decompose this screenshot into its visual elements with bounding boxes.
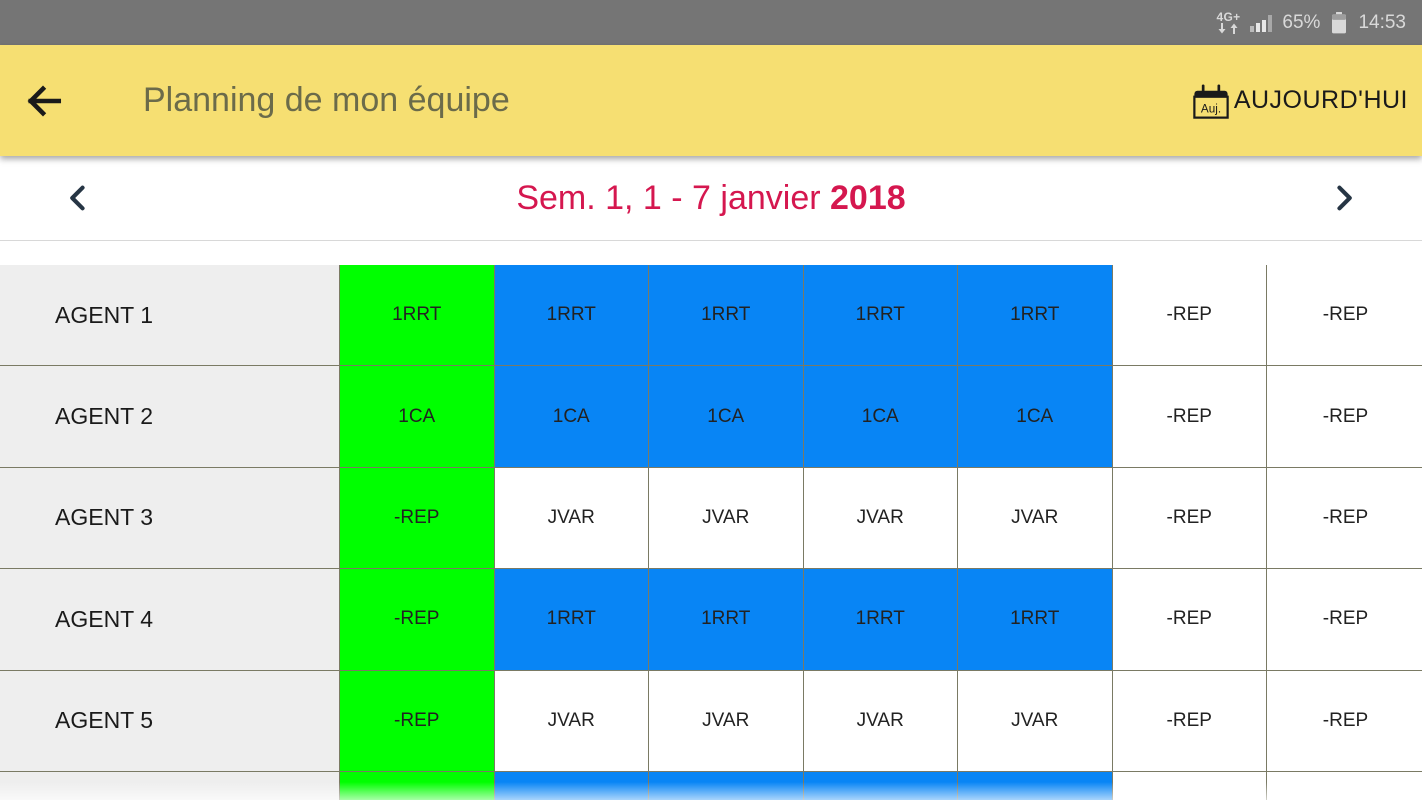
svg-text:Auj.: Auj. <box>1201 102 1221 115</box>
